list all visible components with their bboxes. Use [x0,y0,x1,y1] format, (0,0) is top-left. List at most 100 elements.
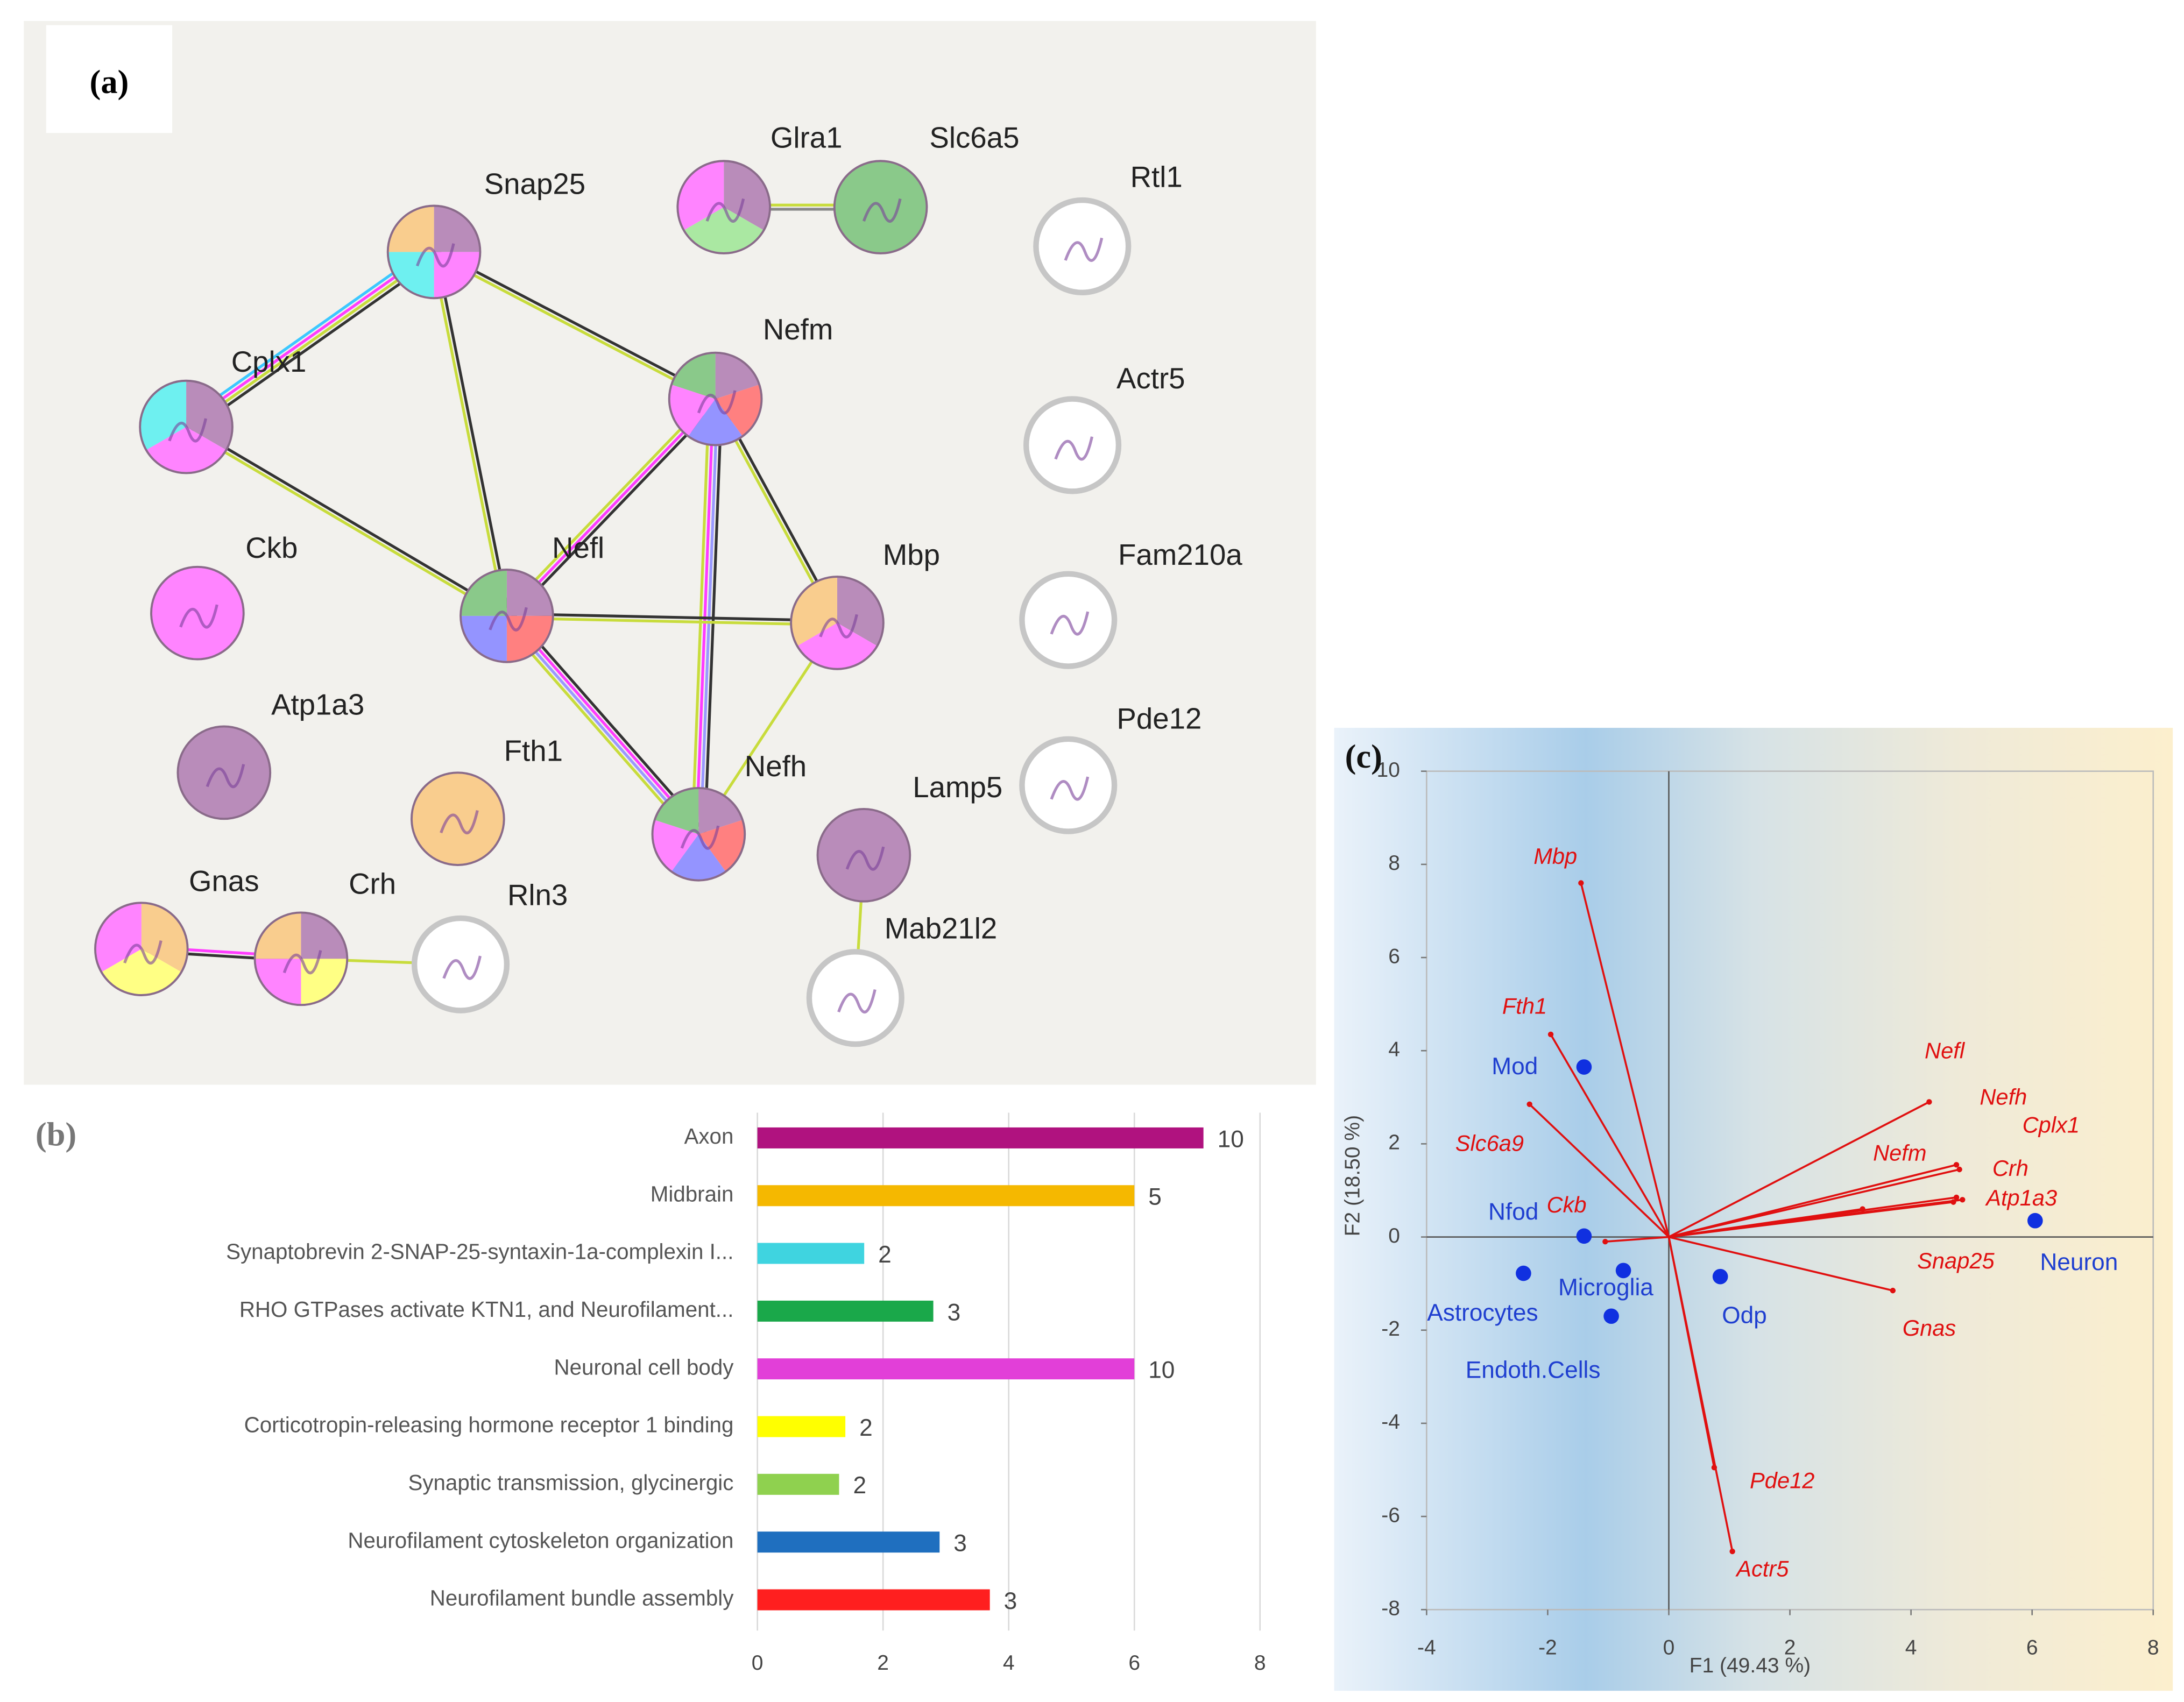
category-label: Corticotropin-releasing hormone receptor… [244,1413,734,1437]
edge [184,427,507,619]
loading-vector [1669,1168,1960,1238]
node-slice [255,959,301,1005]
bar [757,1416,846,1437]
variable-label: Mbp [1533,843,1577,869]
loading-tip [1890,1287,1896,1294]
observation-label: Odp [1722,1302,1767,1329]
biplot-background [1334,728,2173,1691]
loading-tip [1729,1548,1735,1555]
node-label: Nefm [763,313,833,346]
node-slice [461,615,507,662]
loading-vector [1668,1101,1930,1238]
panel-label: (b) [36,1116,76,1153]
edge [507,613,702,834]
loading-tip [1956,1166,1962,1173]
y-tick-label: -4 [1381,1410,1400,1434]
bar [757,1473,839,1495]
node-structure [1054,436,1094,461]
edge [186,424,509,615]
variable-label: Ckb [1547,1192,1587,1217]
variable-label: Snap25 [1917,1248,1995,1273]
node-slice [837,577,884,646]
x-tick-label: 0 [1663,1636,1675,1659]
node-structure [819,614,858,639]
edge [186,252,436,430]
loading-tip [1526,1101,1532,1107]
bar-value-label: 2 [853,1472,866,1499]
x-axis-label: F1 (49.43 %) [1690,1654,1811,1677]
node-slice [461,570,507,616]
observation-label: Nfod [1488,1199,1538,1225]
node-slice [652,820,699,872]
y-tick-label: 8 [1388,852,1400,875]
node-slice [506,570,553,616]
nodes: Snap25 Glra1 Slc6a5 Rtl1 Cplx1 Nefm Actr5 Ckb Ne… [94,122,1242,1047]
loading-vector [1580,883,1670,1237]
node-label: Snap25 [484,168,585,201]
node-label: Mbp [883,538,940,571]
node-outline [676,160,772,254]
loading-vector [1550,1033,1670,1238]
loading-tip [1547,1031,1554,1038]
edge [434,251,511,616]
node-label: Crh [349,867,396,900]
bar-value-label: 5 [1148,1184,1162,1210]
node-outline [651,786,746,882]
edge [506,616,837,627]
bar [757,1589,990,1611]
node-structure [1050,776,1090,801]
loading-tip [1926,1099,1932,1105]
node-slice [387,205,434,252]
category-label: Neurofilament cytoskeleton organization [348,1528,733,1552]
node-label: Nefl [552,531,604,564]
edge [184,249,434,427]
node-label: Cplx1 [231,345,307,378]
bar-chart: 0 2 4 6 8 Axon 10 Midbrain 5 Synaptobrevin 2-SNAP… [226,1112,1266,1675]
category-label: RHO GTPases activate KTN1, and Neurofila… [239,1297,734,1322]
node-label: Glra1 [771,122,843,154]
loading-tip [1953,1194,1960,1201]
node-slice [387,252,434,299]
node-structure [442,955,482,980]
observation-label: Mod [1492,1053,1538,1080]
loading-vector [1667,1237,1734,1552]
x-tick-label: 2 [877,1651,889,1675]
edge [506,398,717,617]
observation-point [1615,1263,1631,1279]
category-label: Axon [684,1124,734,1148]
variable-label: Actr5 [1735,1556,1789,1581]
x-tick-label: 2 [1784,1636,1796,1659]
node-slice [688,399,743,445]
bar [757,1185,1135,1207]
node-structure [705,198,745,223]
category-label: Neuronal cell body [554,1354,734,1379]
variable-label: Nefh [1980,1084,2027,1110]
node-label: Nefh [745,750,807,783]
node-label: Fth1 [504,734,563,767]
edge [508,401,720,620]
edge [503,395,713,614]
edge [434,249,717,399]
variable-label: Slc6a9 [1455,1130,1524,1155]
node-slice [715,385,762,437]
category-label: Midbrain [651,1181,734,1206]
category-label: Synaptic transmission, glycinergic [408,1470,733,1495]
node-outline [94,902,189,996]
observation-point [1603,1308,1619,1324]
node-outline [386,204,482,300]
node-label: Actr5 [1116,362,1185,395]
x-tick-label: 0 [752,1651,764,1675]
observation-label: Endoth.Cells [1466,1357,1601,1384]
loading-tip [1953,1162,1960,1168]
bar-value-label: 3 [953,1530,967,1557]
loading-tip [1578,880,1584,886]
edge [432,252,715,402]
node-slice [301,912,348,959]
bar-value-label: 3 [948,1299,961,1325]
edge [430,252,506,617]
loading-tip [1602,1239,1608,1245]
observation-point [1576,1228,1592,1244]
variable-label: Fth1 [1502,993,1547,1018]
